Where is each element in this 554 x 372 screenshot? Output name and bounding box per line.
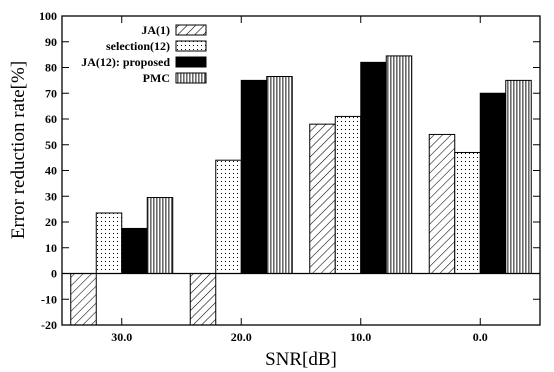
y-tick-label: 20 <box>45 215 57 229</box>
y-tick-label: 60 <box>45 112 57 126</box>
bar-selection-12-10.0 <box>334 115 362 274</box>
x-tick-label: 10.0 <box>350 330 371 344</box>
legend-swatch <box>175 56 207 68</box>
x-tick-label: 0.0 <box>473 330 488 344</box>
legend-label: JA(12): proposed <box>81 55 170 69</box>
legend-swatch <box>175 24 207 36</box>
y-axis: -20 -10 0 10 20 30 40 50 60 70 80 90 100 <box>39 9 540 332</box>
legend: JA(1) selection(12) JA(12): proposed PMC <box>81 23 207 85</box>
y-tick-label: 50 <box>45 138 57 152</box>
bar-pmc-30.0 <box>146 197 174 275</box>
bar-pmc-20.0 <box>266 76 293 274</box>
bar-selection-12-0.0 <box>454 151 481 275</box>
bar-pmc-0.0 <box>505 79 532 274</box>
bar-ja-1-20.0 <box>189 273 217 326</box>
y-tick-label: 30 <box>45 189 57 203</box>
y-tick-label: 80 <box>45 61 57 75</box>
legend-swatch <box>175 72 207 84</box>
y-tick-label: 10 <box>45 241 57 255</box>
bar-ja-1-0.0 <box>428 133 456 274</box>
bar-ja-12-proposed-30.0 <box>121 227 148 274</box>
legend-swatch <box>175 40 207 52</box>
bar-pmc-10.0 <box>385 55 413 274</box>
y-tick-label: 90 <box>45 35 57 49</box>
x-axis: 30.0 20.0 10.0 0.0 <box>111 16 488 344</box>
bar-selection-12-30.0 <box>95 212 123 275</box>
x-tick-label: 20.0 <box>231 330 252 344</box>
bar-ja-12-proposed-0.0 <box>479 92 507 274</box>
y-tick-label: 100 <box>39 9 57 23</box>
bar-ja-12-proposed-20.0 <box>240 79 268 274</box>
legend-label: selection(12) <box>106 39 170 53</box>
x-tick-label: 30.0 <box>111 330 132 344</box>
y-tick-label: 40 <box>45 164 57 178</box>
x-axis-title: SNR[dB] <box>265 349 337 370</box>
legend-label: PMC <box>143 71 170 85</box>
bar-ja-1-10.0 <box>309 123 336 275</box>
y-tick-label: 0 <box>51 267 57 281</box>
y-tick-label: -20 <box>41 318 57 332</box>
bar-ja-12-proposed-10.0 <box>360 61 387 274</box>
y-tick-label: 70 <box>45 86 57 100</box>
bars-group <box>70 55 532 326</box>
bar-ja-1-30.0 <box>70 273 97 326</box>
y-tick-label: -10 <box>41 292 57 306</box>
bar-selection-12-20.0 <box>215 159 242 274</box>
y-axis-title: Error reduction rate[%] <box>8 61 29 239</box>
legend-label: JA(1) <box>141 23 170 37</box>
